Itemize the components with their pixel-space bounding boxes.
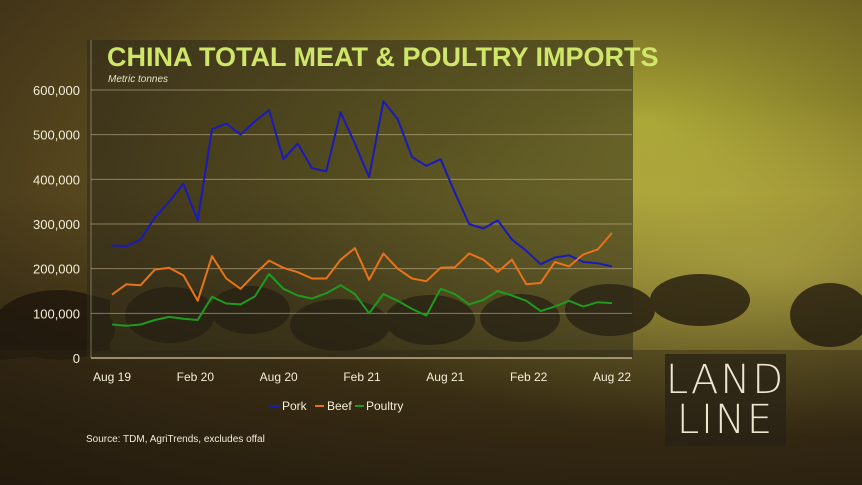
series-line-beef (111, 232, 613, 302)
landline-logo: LAND LINE (665, 354, 786, 446)
chart-subtitle: Metric tonnes (108, 74, 169, 85)
x-tick-label: Feb 21 (343, 370, 381, 384)
y-tick-label: 100,000 (33, 306, 80, 321)
x-axis-ticks: Aug 19 Feb 20 Aug 20 Feb 21 Aug 21 Feb 22 Aug … (93, 370, 631, 384)
y-tick-label: 500,000 (33, 128, 80, 143)
y-tick-label: 300,000 (33, 217, 80, 232)
legend-label-poultry: Poultry (366, 399, 403, 413)
legend-label-pork: Pork (282, 399, 308, 413)
series-lines (111, 100, 613, 327)
chart-title: CHINA TOTAL MEAT & POULTRY IMPORTS (107, 42, 659, 72)
legend: Pork Beef Poultry (270, 399, 403, 413)
legend-label-beef: Beef (327, 399, 352, 413)
logo-line-1: LAND (665, 357, 786, 403)
series-line-pork (111, 100, 613, 268)
y-tick-label: 400,000 (33, 172, 80, 187)
series-line-poultry (111, 273, 613, 327)
logo-line-2: LINE (676, 397, 775, 443)
x-tick-label: Feb 22 (510, 370, 548, 384)
x-tick-label: Aug 19 (93, 370, 131, 384)
chart-panel (87, 40, 633, 358)
y-tick-label: 200,000 (33, 262, 80, 277)
y-axis-ticks: 0 100,000 200,000 300,000 400,000 500,000 600,… (33, 83, 80, 366)
y-tick-label: 600,000 (33, 83, 80, 98)
x-tick-label: Aug 21 (426, 370, 464, 384)
x-tick-label: Aug 20 (260, 370, 298, 384)
source-note: Source: TDM, AgriTrends, excludes offal (86, 434, 265, 445)
gridlines (90, 40, 632, 359)
y-tick-label: 0 (73, 351, 80, 366)
x-tick-label: Aug 22 (593, 370, 631, 384)
x-tick-label: Feb 20 (177, 370, 215, 384)
